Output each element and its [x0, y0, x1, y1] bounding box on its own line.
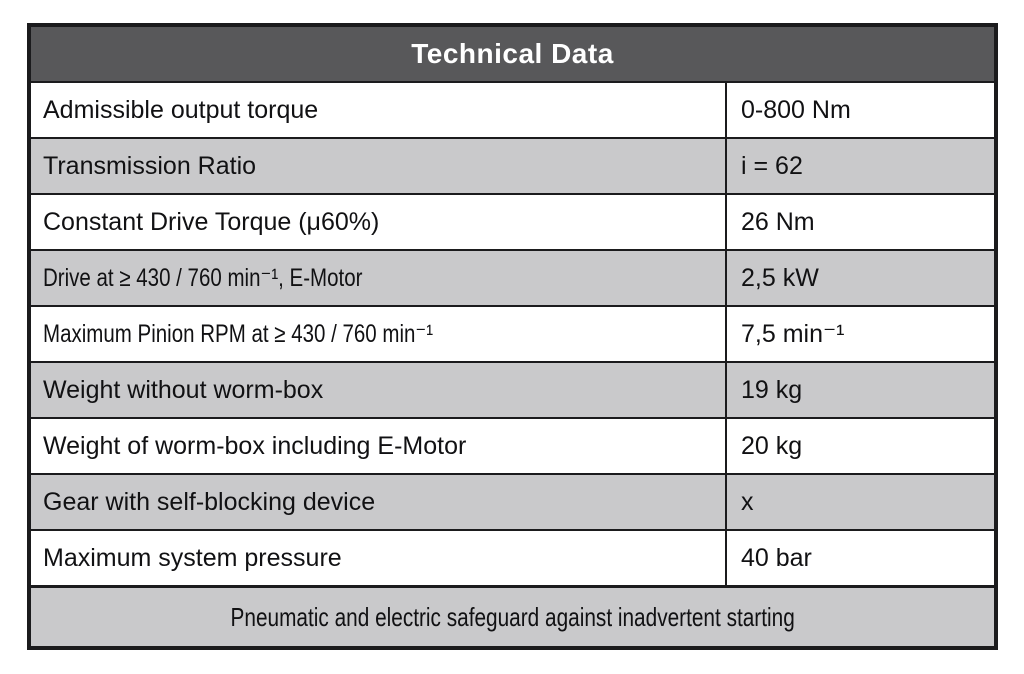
spec-label: Gear with self-blocking device	[28, 473, 727, 531]
spec-label: Transmission Ratio	[28, 137, 727, 195]
spec-label: Drive at ≥ 430 / 760 min⁻¹, E-Motor	[28, 249, 727, 307]
spec-label-text: Drive at ≥ 430 / 760 min⁻¹, E-Motor	[43, 264, 363, 292]
table-row: Weight without worm-box 19 kg	[28, 361, 997, 419]
table-row: Maximum Pinion RPM at ≥ 430 / 760 min⁻¹ …	[28, 305, 997, 363]
table-row: Transmission Ratio i = 62	[28, 137, 997, 195]
spec-label: Maximum system pressure	[28, 529, 727, 588]
spec-label: Weight without worm-box	[28, 361, 727, 419]
spec-value: 7,5 min⁻¹	[725, 305, 997, 363]
table-row: Weight of worm-box including E-Motor 20 …	[28, 417, 997, 475]
spec-value: 19 kg	[725, 361, 997, 419]
table-row: Admissible output torque 0-800 Nm	[28, 81, 997, 139]
table-row: Gear with self-blocking device x	[28, 473, 997, 531]
technical-data-table: Technical Data Admissible output torque …	[27, 23, 998, 650]
footer-note: Pneumatic and electric safeguard against…	[28, 585, 997, 649]
spec-label: Constant Drive Torque (μ60%)	[28, 193, 727, 251]
spec-value: i = 62	[725, 137, 997, 195]
spec-value: 0-800 Nm	[725, 81, 997, 139]
spec-value: 26 Nm	[725, 193, 997, 251]
table-footer-row: Pneumatic and electric safeguard against…	[28, 585, 997, 649]
table-header-row: Technical Data	[28, 24, 997, 83]
spec-value: 40 bar	[725, 529, 997, 588]
table-title: Technical Data	[28, 24, 997, 83]
spec-value: x	[725, 473, 997, 531]
spec-label: Maximum Pinion RPM at ≥ 430 / 760 min⁻¹	[28, 305, 727, 363]
footer-note-text: Pneumatic and electric safeguard against…	[230, 601, 795, 632]
spec-label: Weight of worm-box including E-Motor	[28, 417, 727, 475]
table-row: Drive at ≥ 430 / 760 min⁻¹, E-Motor 2,5 …	[28, 249, 997, 307]
table-row: Maximum system pressure 40 bar	[28, 529, 997, 588]
spec-label: Admissible output torque	[28, 81, 727, 139]
spec-value: 20 kg	[725, 417, 997, 475]
table-row: Constant Drive Torque (μ60%) 26 Nm	[28, 193, 997, 251]
spec-label-text: Maximum Pinion RPM at ≥ 430 / 760 min⁻¹	[43, 320, 434, 348]
spec-value: 2,5 kW	[725, 249, 997, 307]
